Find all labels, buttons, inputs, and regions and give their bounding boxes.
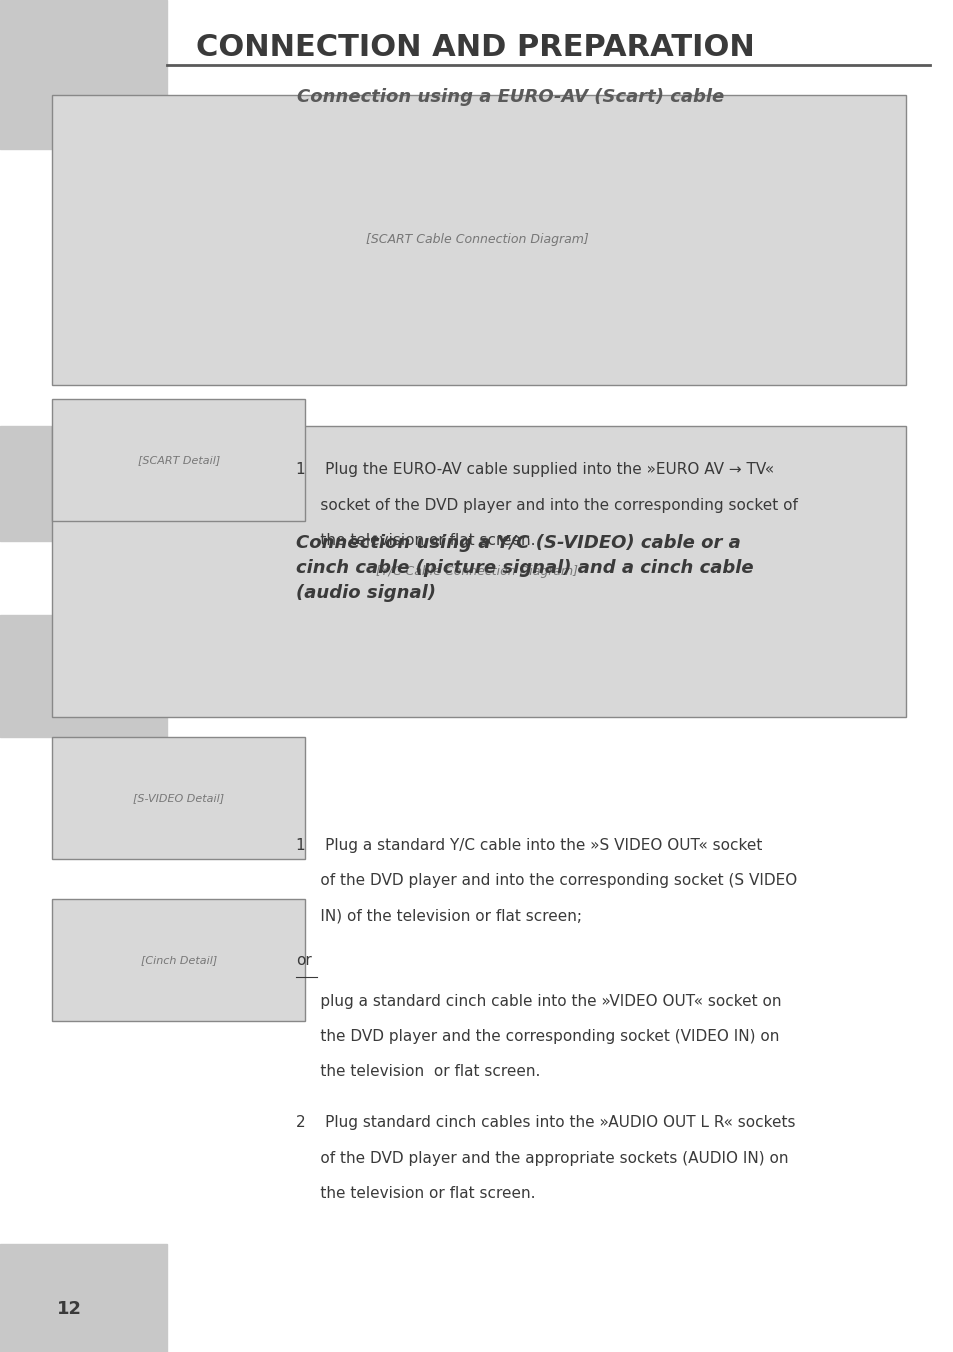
Text: 2    Plug standard cinch cables into the »AUDIO OUT L R« sockets: 2 Plug standard cinch cables into the »A… [295, 1115, 795, 1130]
Text: or: or [295, 953, 312, 968]
Bar [0, 615, 167, 737]
Text: Connection using a Y/C (S-VIDEO) cable or a
cinch cable (picture signal) and a c: Connection using a Y/C (S-VIDEO) cable o… [295, 534, 753, 602]
Bar [0, 1244, 167, 1352]
Text: of the DVD player and the appropriate sockets (AUDIO IN) on: of the DVD player and the appropriate so… [295, 1151, 787, 1165]
Text: of the DVD player and into the corresponding socket (S VIDEO: of the DVD player and into the correspon… [295, 873, 796, 888]
FancyBboxPatch shape [52, 426, 905, 717]
Text: the television or flat screen.: the television or flat screen. [295, 533, 535, 548]
FancyBboxPatch shape [52, 737, 305, 859]
FancyBboxPatch shape [52, 399, 305, 521]
Text: the television or flat screen.: the television or flat screen. [295, 1186, 535, 1201]
Text: [Cinch Detail]: [Cinch Detail] [141, 955, 216, 965]
FancyBboxPatch shape [52, 899, 305, 1021]
Text: the DVD player and the corresponding socket (VIDEO IN) on: the DVD player and the corresponding soc… [295, 1029, 779, 1044]
Text: the television  or flat screen.: the television or flat screen. [295, 1064, 539, 1079]
FancyBboxPatch shape [52, 95, 905, 385]
Bar [0, 426, 167, 541]
Text: [SCART Cable Connection Diagram]: [SCART Cable Connection Diagram] [365, 234, 588, 246]
Text: 1    Plug a standard Y/C cable into the »S VIDEO OUT« socket: 1 Plug a standard Y/C cable into the »S … [295, 838, 761, 853]
Text: Connection using a EURO-AV (Scart) cable: Connection using a EURO-AV (Scart) cable [296, 88, 723, 107]
Text: CONNECTION AND PREPARATION: CONNECTION AND PREPARATION [195, 32, 754, 62]
Text: [S-VIDEO Detail]: [S-VIDEO Detail] [133, 792, 224, 803]
Bar [0, 0, 167, 149]
Text: socket of the DVD player and into the corresponding socket of: socket of the DVD player and into the co… [295, 498, 797, 512]
Text: plug a standard cinch cable into the »VIDEO OUT« socket on: plug a standard cinch cable into the »VI… [295, 994, 781, 1009]
Text: IN) of the television or flat screen;: IN) of the television or flat screen; [295, 909, 581, 923]
Text: [Y/C Cable Connection Diagram]: [Y/C Cable Connection Diagram] [375, 565, 578, 577]
Text: [SCART Detail]: [SCART Detail] [137, 454, 220, 465]
Text: 12: 12 [57, 1301, 82, 1318]
Text: 1    Plug the EURO-AV cable supplied into the »EURO AV → TV«: 1 Plug the EURO-AV cable supplied into t… [295, 462, 773, 477]
